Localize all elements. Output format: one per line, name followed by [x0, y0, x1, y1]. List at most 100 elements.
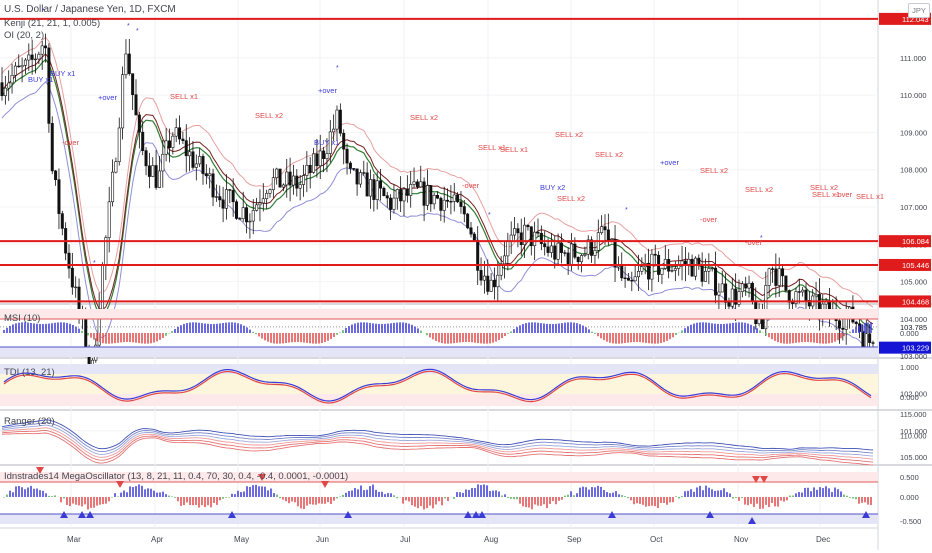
price-tick-label: 107.000: [900, 203, 927, 212]
candle-body: [345, 148, 349, 164]
signal-label: SELL x1: [500, 145, 528, 154]
candle-body: [707, 268, 711, 272]
candle-body: [740, 283, 744, 292]
month-label: Oct: [650, 535, 663, 544]
candle-body: [523, 224, 527, 245]
month-label: May: [234, 535, 249, 544]
legend-oi: OI (20, 2): [4, 30, 45, 41]
candle-body: [640, 266, 644, 272]
candle-body: [224, 189, 228, 209]
candle-body: [730, 288, 734, 307]
signal-label: SELL x2: [810, 183, 838, 192]
candle-body: [412, 181, 416, 185]
candle-body: [714, 267, 718, 296]
candle-body: [700, 264, 704, 282]
candle-body: [191, 151, 195, 168]
candle-body: [764, 285, 768, 330]
candle-body: [278, 168, 282, 188]
candle-body: [33, 58, 37, 61]
candle-body: [322, 150, 326, 159]
candle-body: [218, 196, 222, 201]
candle-body: [44, 45, 48, 49]
ranger-band: [1, 421, 874, 454]
candle-body: [47, 47, 51, 124]
candle-body: [794, 291, 798, 304]
candle-body: [338, 109, 342, 134]
candle-body: [486, 275, 490, 292]
candle-body: [3, 87, 7, 97]
candle-body: [7, 82, 11, 89]
candle-body: [415, 181, 419, 188]
candle-body: [358, 172, 362, 185]
signal-label: BUY x1: [50, 69, 75, 78]
candle-body: [573, 243, 577, 258]
ranger-band: [1, 432, 874, 466]
candle-body: [536, 231, 540, 234]
candle-body: [114, 161, 118, 173]
candle-body: [633, 276, 637, 282]
mega-axis-label: 0.500: [900, 473, 919, 482]
candle-body: [281, 184, 285, 188]
legend-ranger: Ranger (20): [4, 416, 55, 427]
signal-label: SELL x2: [410, 113, 438, 122]
signal-label: -over: [462, 181, 480, 190]
candle-body: [372, 179, 376, 200]
candle-body: [703, 270, 707, 282]
currency-badge[interactable]: JPY: [908, 3, 930, 18]
candle-body: [429, 185, 433, 205]
candle-body: [137, 114, 141, 133]
candle-body: [553, 245, 557, 260]
candle-body: [419, 181, 423, 188]
candle-body: [181, 138, 185, 141]
mega-sell-arrow: [752, 476, 760, 483]
last-price-label: 103.785: [900, 323, 927, 332]
candle-body: [40, 45, 44, 55]
candle-body: [710, 267, 714, 270]
candle-body: [446, 199, 450, 202]
candle-body: [84, 317, 88, 352]
candle-body: [174, 127, 178, 137]
candle-body: [687, 258, 691, 265]
month-label: Nov: [734, 535, 748, 544]
candle-body: [164, 140, 168, 155]
candle-body: [593, 250, 597, 256]
candle-body: [837, 320, 841, 329]
signal-marker: *: [42, 8, 45, 15]
candle-body: [496, 274, 500, 288]
mega-sell-arrow: [760, 476, 768, 483]
month-label: Dec: [816, 535, 830, 544]
candle-body: [466, 213, 470, 229]
candle-body: [54, 170, 58, 180]
signal-label: BUY x1: [314, 138, 339, 147]
candle-body: [0, 82, 4, 97]
candle-body: [791, 302, 795, 304]
candle-body: [395, 189, 399, 199]
ranger-band: [1, 419, 874, 451]
signal-label: BUY x1: [28, 75, 53, 84]
candle-body: [777, 268, 781, 286]
legend-megaoscillator: Idnstrades14 MegaOscillator (13, 8, 21, …: [4, 471, 349, 482]
month-label: Mar: [67, 535, 81, 544]
candle-body: [107, 201, 111, 238]
level-label: 106.084: [902, 237, 929, 246]
mega-sell-arrow: [116, 481, 124, 488]
ranger-band: [1, 424, 874, 457]
price-tick-label: 110.000: [900, 91, 927, 100]
candle-body: [60, 213, 64, 229]
level-label: 105.446: [902, 261, 929, 270]
candle-body: [871, 342, 875, 344]
candle-body: [67, 252, 71, 269]
candle-body: [506, 240, 510, 257]
candle-body: [513, 228, 517, 236]
candle-body: [425, 185, 429, 206]
signal-marker: *: [127, 23, 130, 30]
candle-body: [533, 231, 537, 247]
candle-body: [606, 229, 610, 241]
msi-axis-label: 0.000: [900, 329, 919, 338]
candle-body: [171, 135, 175, 148]
candle-body: [546, 246, 550, 253]
mega-sell-arrow: [321, 481, 329, 488]
price-tick-label: 102.000: [900, 389, 927, 398]
